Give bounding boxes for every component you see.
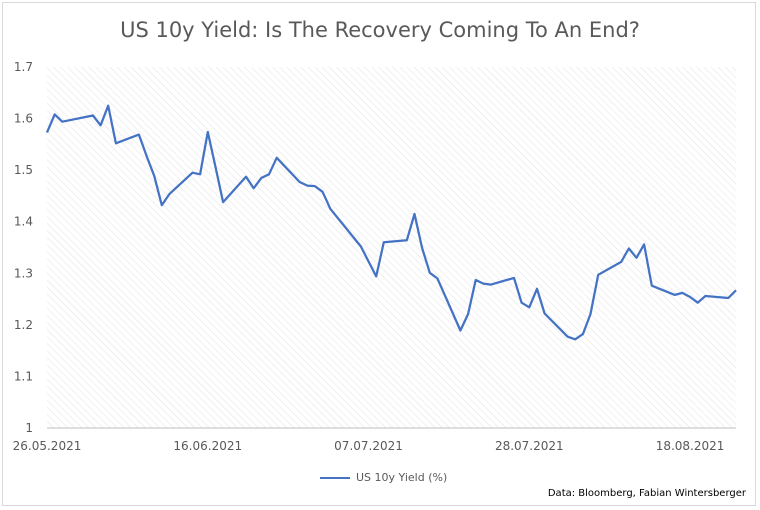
source-note: Data: Bloomberg, Fabian Wintersberger [547, 488, 746, 499]
y-tick-label: 1.4 [14, 215, 33, 229]
x-tick-label: 28.07.2021 [495, 439, 564, 453]
x-tick-label: 07.07.2021 [334, 439, 403, 453]
x-tick-label: 16.06.2021 [173, 439, 242, 453]
y-tick-label: 1.6 [14, 112, 33, 126]
y-tick-label: 1.5 [14, 163, 33, 177]
y-tick-label: 1.2 [14, 318, 33, 332]
x-tick-label: 18.08.2021 [656, 439, 725, 453]
legend-label: US 10y Yield (%) [356, 471, 448, 484]
plot-area [47, 67, 736, 428]
y-tick-label: 1.3 [14, 266, 33, 280]
legend-swatch [320, 476, 350, 479]
y-tick-label: 1 [25, 421, 33, 435]
x-tick-label: 26.05.2021 [13, 439, 82, 453]
series-line-us-10y-yield [45, 104, 737, 341]
legend: US 10y Yield (%) [320, 471, 447, 484]
y-tick-label: 1.1 [14, 369, 33, 383]
chart-title: US 10y Yield: Is The Recovery Coming To … [120, 18, 640, 42]
y-tick-label: 1.7 [14, 60, 33, 74]
